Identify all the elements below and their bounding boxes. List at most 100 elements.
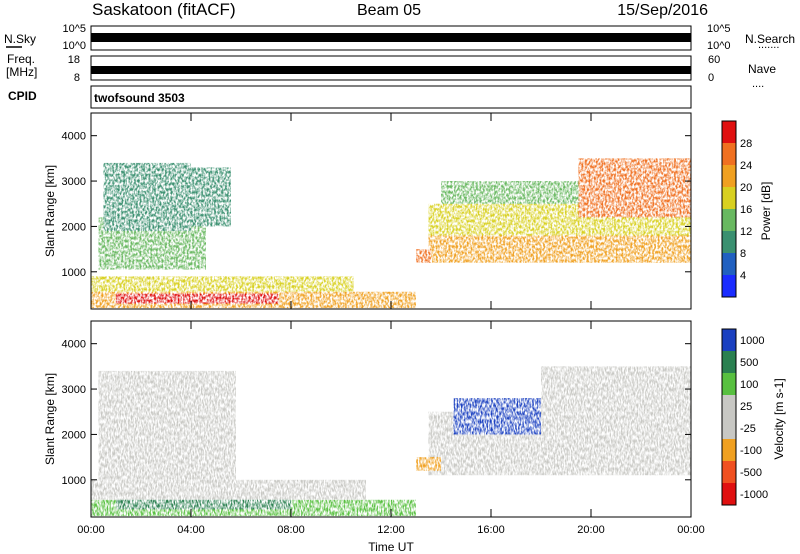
power-region-1 (116, 293, 279, 304)
power-region-10 (416, 249, 431, 263)
y-tick-label: 1000 (62, 267, 86, 279)
velocity-region-2 (91, 479, 366, 500)
y-tick-label: 4000 (62, 339, 86, 351)
noise-left-tick-top: 10^5 (62, 23, 86, 35)
colorbar-tick-label: -1000 (740, 489, 768, 501)
colorbar-segment (722, 483, 736, 505)
power-region-6 (428, 235, 691, 263)
y-tick-label: 3000 (62, 176, 86, 188)
noise-right-tick-top: 10^5 (707, 23, 731, 35)
velocity-region-3 (98, 370, 236, 480)
y-tick-label: 2000 (62, 221, 86, 233)
noise-left-label: N.Sky (4, 32, 36, 46)
date-label: 15/Sep/2016 (617, 2, 708, 19)
power-region-8 (441, 181, 591, 204)
cpid-program: twofsound 3503 (94, 91, 185, 105)
power-xticks (90, 113, 692, 309)
freq-left-tick-top: 18 (68, 54, 80, 66)
colorbar-segment (722, 439, 736, 461)
velocity-yticks: 1000 2000 3000 4000 (62, 339, 691, 487)
colorbar-segment (722, 461, 736, 483)
power-ylabel: Slant Range [km] (43, 165, 57, 257)
noise-right-tick-bottom: 10^0 (707, 40, 731, 52)
colorbar-segment (722, 275, 736, 297)
power-yticks: 1000 2000 3000 4000 (62, 131, 691, 279)
x-tick-label: 04:00 (177, 524, 205, 536)
colorbar-tick-label: 4 (740, 270, 746, 282)
colorbar-tick-label: -100 (740, 445, 762, 457)
noise-left-tick-bottom: 10^0 (62, 40, 86, 52)
colorbar-tick-label: 100 (740, 379, 758, 391)
nave-marker: .... (752, 78, 764, 90)
cpid-label: CPID (8, 89, 37, 103)
x-tick-label: 00:00 (677, 524, 705, 536)
colorbar-tick-label: -25 (740, 423, 756, 435)
power-panel: 1000 2000 3000 4000 Slant Range [km] 4 8 12 16… (43, 112, 773, 310)
colorbar-tick-label: -500 (740, 467, 762, 479)
nave-label: Nave (748, 62, 776, 76)
colorbar-tick-label: 28 (740, 138, 752, 150)
colorbar-segment (722, 187, 736, 209)
colorbar-segment (722, 121, 736, 143)
time-axis-label: Time UT (368, 540, 414, 554)
y-tick-label: 1000 (62, 475, 86, 487)
station-title: Saskatoon (fitACF) (92, 0, 236, 19)
power-region-5 (166, 167, 231, 227)
velocity-colorbar-label: Velocity [m s-1] (772, 378, 786, 459)
cpid-panel: CPID twofsound 3503 (8, 85, 692, 109)
colorbar-segment (722, 329, 736, 351)
power-region-2 (91, 276, 354, 292)
noise-right-label: N.Search (745, 32, 795, 46)
colorbar-tick-label: 500 (740, 357, 758, 369)
nave-right-tick-bottom: 0 (708, 72, 714, 84)
colorbar-segment (722, 417, 736, 439)
velocity-ylabel: Slant Range [km] (43, 373, 57, 465)
colorbar-frame (721, 328, 737, 506)
beam-label: Beam 05 (357, 2, 421, 19)
velocity-region-5 (541, 366, 691, 412)
frequency-panel: Freq. [MHz] 18 8 60 0 Nave .... (6, 52, 776, 90)
velocity-region-6 (453, 398, 541, 435)
y-tick-label: 2000 (62, 429, 86, 441)
colorbar-tick-label: 8 (740, 248, 746, 260)
colorbar-segment (722, 373, 736, 395)
y-tick-label: 4000 (62, 131, 86, 143)
noise-right-marker: ....... (758, 39, 779, 51)
colorbar-segment (722, 209, 736, 231)
power-colorbar-label: Power [dB] (759, 182, 773, 241)
freq-left-tick-bottom: 8 (74, 72, 80, 84)
velocity-colorbar: -1000 -500 -100 -25 25 100 500 1000 (721, 328, 768, 506)
colorbar-frame (721, 120, 737, 298)
x-tick-label: 20:00 (577, 524, 605, 536)
velocity-panel: 1000 2000 3000 4000 00:00 04:00 08:00 12:00 16:… (43, 320, 786, 554)
power-region-9 (578, 158, 691, 218)
x-tick-label: 16:00 (477, 524, 505, 536)
colorbar-tick-label: 12 (740, 226, 752, 238)
power-heatmap (91, 158, 691, 309)
colorbar-tick-label: 1000 (740, 335, 764, 347)
x-tick-label: 08:00 (277, 524, 305, 536)
colorbar-segment (722, 395, 736, 417)
velocity-region-7 (416, 457, 441, 471)
x-tick-label: 00:00 (77, 524, 105, 536)
colorbar-tick-label: 20 (740, 182, 752, 194)
y-tick-label: 3000 (62, 384, 86, 396)
velocity-xticks: 00:00 04:00 08:00 12:00 16:00 20:00 00:00 (77, 321, 705, 536)
colorbar-segment (722, 165, 736, 187)
colorbar-segment (722, 351, 736, 373)
noise-panel: N.Sky 10^5 10^0 10^5 10^0 N.Search .....… (4, 23, 795, 52)
noise-trace (91, 33, 691, 42)
freq-label-line2: [MHz] (6, 65, 37, 79)
velocity-heatmap (91, 366, 691, 517)
x-tick-label: 12:00 (377, 524, 405, 536)
nave-right-tick-top: 60 (708, 54, 720, 66)
colorbar-segment (722, 143, 736, 165)
freq-label-line1: Freq. (7, 52, 35, 66)
colorbar-segment (722, 253, 736, 275)
colorbar-tick-label: 25 (740, 401, 752, 413)
power-colorbar: 4 8 12 16 20 24 28 (721, 120, 752, 298)
colorbar-segment (722, 231, 736, 253)
frequency-trace (91, 66, 691, 74)
colorbar-tick-label: 24 (740, 160, 752, 172)
